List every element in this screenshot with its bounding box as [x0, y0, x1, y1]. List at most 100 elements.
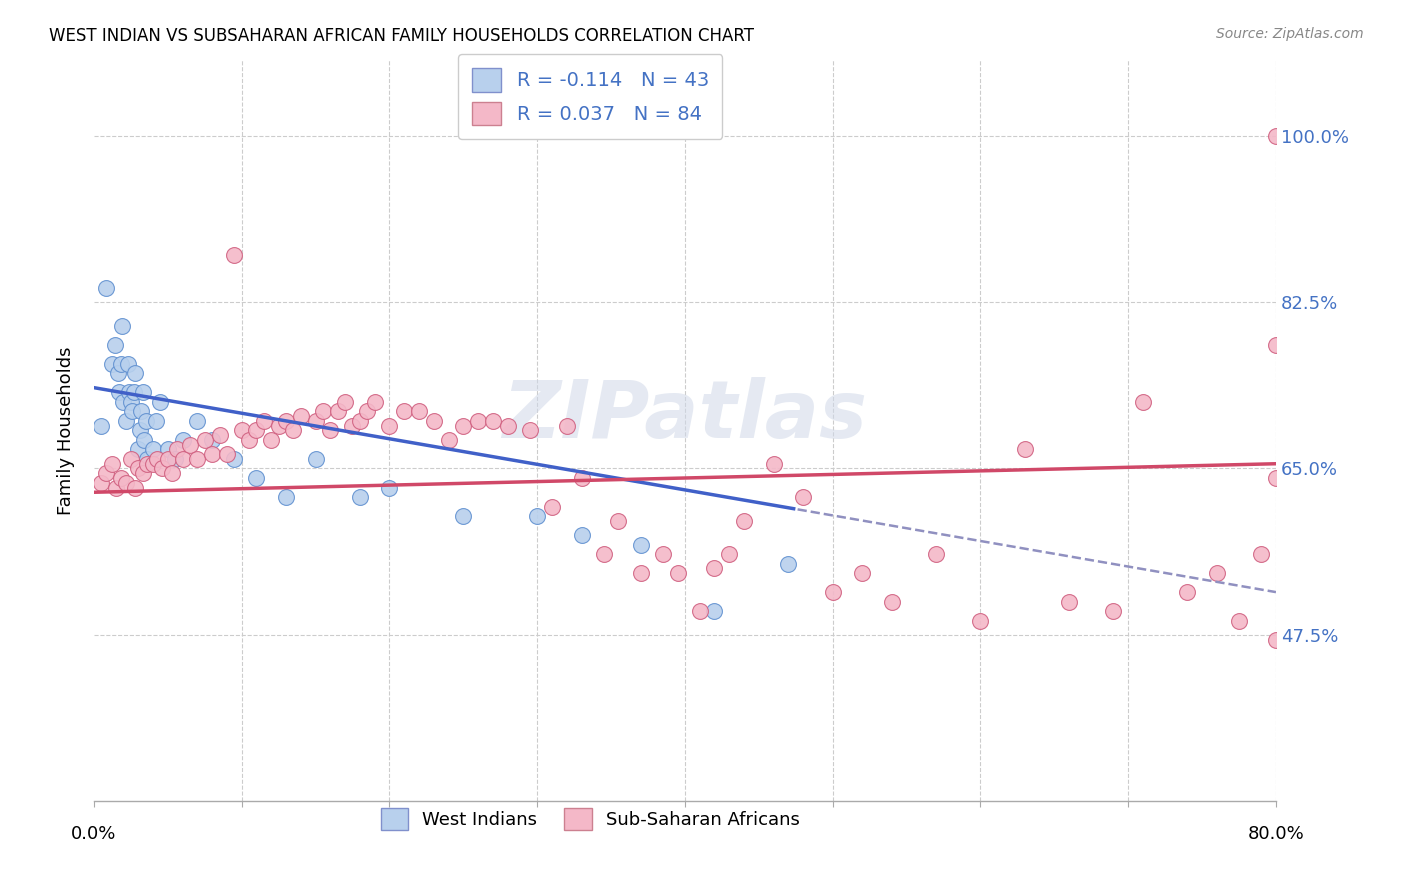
Point	[129, 404, 152, 418]
Point	[201, 447, 224, 461]
Point	[105, 481, 128, 495]
Point	[392, 404, 415, 418]
Point	[245, 471, 267, 485]
Point	[104, 338, 127, 352]
Point	[453, 509, 475, 524]
Y-axis label: Family Households: Family Households	[58, 346, 75, 515]
Point	[1205, 566, 1227, 580]
Text: 0.0%: 0.0%	[72, 825, 117, 843]
Point	[453, 418, 475, 433]
Point	[304, 452, 326, 467]
Point	[100, 357, 122, 371]
Point	[194, 433, 217, 447]
Point	[571, 528, 593, 542]
Point	[107, 367, 129, 381]
Point	[135, 414, 157, 428]
Point	[1014, 442, 1036, 457]
Point	[260, 433, 283, 447]
Point	[733, 514, 755, 528]
Text: 80.0%: 80.0%	[1247, 825, 1305, 843]
Point	[110, 471, 132, 485]
Point	[437, 433, 460, 447]
Point	[363, 395, 385, 409]
Point	[283, 424, 305, 438]
Point	[94, 467, 117, 481]
Point	[186, 452, 208, 467]
Point	[312, 404, 335, 418]
Point	[94, 281, 117, 295]
Point	[290, 409, 312, 424]
Point	[253, 414, 276, 428]
Point	[1102, 604, 1125, 618]
Point	[378, 418, 401, 433]
Point	[118, 385, 141, 400]
Point	[703, 561, 725, 575]
Text: Source: ZipAtlas.com: Source: ZipAtlas.com	[1216, 27, 1364, 41]
Point	[880, 594, 903, 608]
Point	[607, 514, 630, 528]
Point	[142, 442, 165, 457]
Point	[224, 247, 246, 261]
Point	[166, 442, 188, 457]
Point	[127, 461, 149, 475]
Point	[526, 509, 548, 524]
Point	[1132, 395, 1154, 409]
Point	[592, 547, 614, 561]
Point	[1265, 632, 1288, 647]
Point	[541, 500, 564, 514]
Point	[156, 442, 179, 457]
Point	[108, 385, 131, 400]
Point	[423, 414, 446, 428]
Point	[131, 467, 153, 481]
Point	[150, 461, 173, 475]
Point	[792, 490, 814, 504]
Point	[851, 566, 873, 580]
Point	[90, 418, 112, 433]
Point	[378, 481, 401, 495]
Point	[333, 395, 356, 409]
Point	[703, 604, 725, 618]
Point	[208, 428, 231, 442]
Point	[482, 414, 505, 428]
Point	[172, 433, 194, 447]
Point	[121, 404, 143, 418]
Point	[149, 395, 172, 409]
Point	[201, 433, 224, 447]
Point	[342, 418, 364, 433]
Point	[821, 585, 844, 599]
Point	[122, 385, 145, 400]
Point	[969, 614, 991, 628]
Point	[651, 547, 673, 561]
Point	[128, 424, 150, 438]
Point	[165, 452, 187, 467]
Point	[274, 490, 297, 504]
Point	[115, 475, 138, 490]
Point	[215, 447, 238, 461]
Point	[349, 414, 371, 428]
Point	[630, 537, 652, 551]
Point	[134, 433, 156, 447]
Point	[224, 452, 246, 467]
Point	[467, 414, 489, 428]
Point	[267, 418, 290, 433]
Point	[762, 457, 785, 471]
Point	[689, 604, 711, 618]
Point	[356, 404, 378, 418]
Point	[127, 442, 149, 457]
Point	[666, 566, 689, 580]
Point	[100, 457, 122, 471]
Point	[630, 566, 652, 580]
Point	[238, 433, 260, 447]
Point	[1250, 547, 1272, 561]
Point	[162, 467, 184, 481]
Point	[1265, 338, 1288, 352]
Point	[555, 418, 578, 433]
Point	[156, 452, 179, 467]
Point	[1175, 585, 1198, 599]
Point	[231, 424, 253, 438]
Point	[519, 424, 541, 438]
Point	[179, 438, 201, 452]
Point	[124, 481, 146, 495]
Point	[571, 471, 593, 485]
Point	[718, 547, 741, 561]
